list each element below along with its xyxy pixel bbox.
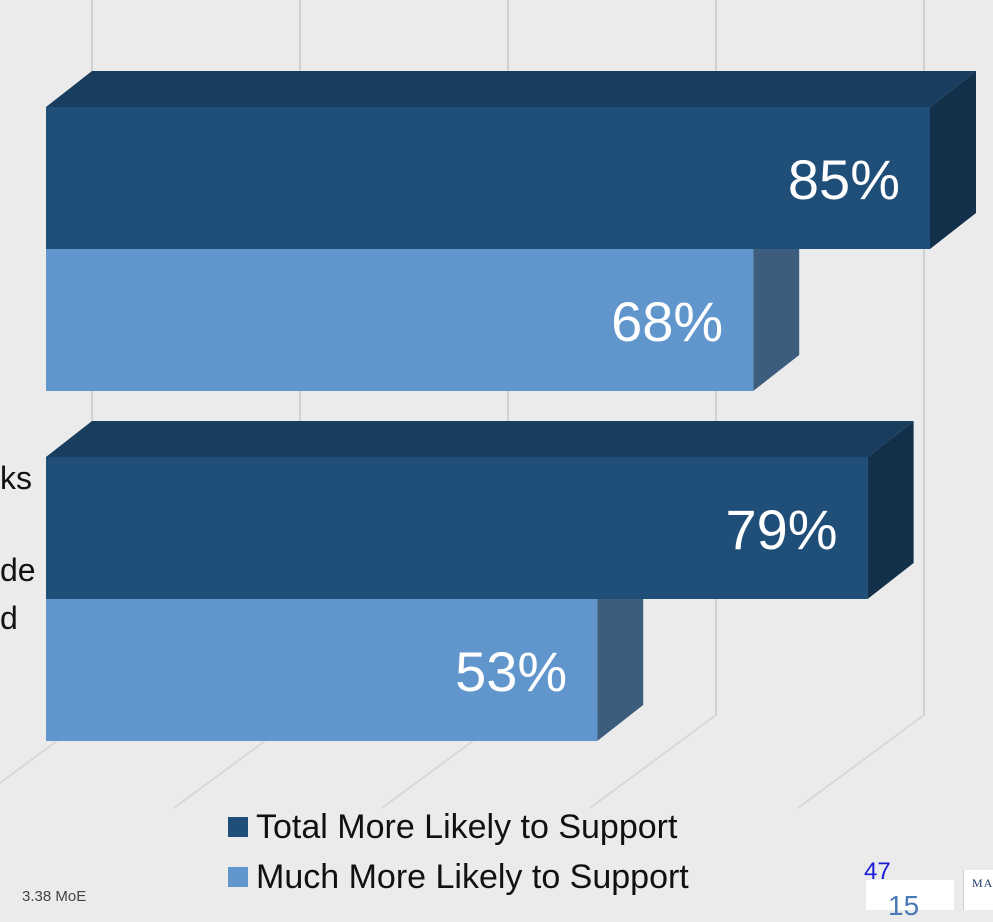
legend-swatch-much bbox=[228, 867, 248, 887]
category-label-fragment: ks bbox=[0, 460, 32, 496]
bar-value-label: 79% bbox=[726, 498, 838, 561]
bar-value-label: 53% bbox=[455, 640, 567, 703]
page-number-box: 15 bbox=[866, 880, 954, 921]
floor-gridline bbox=[589, 714, 717, 809]
bar-chart: 68% 85% 53% 79% bbox=[0, 0, 976, 809]
bar-top-face bbox=[46, 71, 976, 107]
legend-label-much: Much More Likely to Support bbox=[256, 857, 689, 896]
bar-value-label: 68% bbox=[611, 290, 723, 353]
floor-gridline bbox=[797, 714, 925, 809]
bar-side-face bbox=[753, 213, 800, 391]
bar-value-label: 85% bbox=[788, 148, 900, 211]
bar bbox=[46, 599, 598, 741]
bar bbox=[46, 107, 930, 249]
bar-side-face bbox=[597, 563, 644, 741]
logo: MA bbox=[963, 870, 993, 910]
footnote: 3.38 MoE bbox=[22, 888, 87, 905]
bar-side-face bbox=[930, 71, 976, 249]
legend-label-total: Total More Likely to Support bbox=[256, 807, 678, 846]
category-label-fragment: d bbox=[0, 600, 18, 636]
bar bbox=[46, 457, 868, 599]
bar bbox=[46, 249, 754, 391]
legend-item-total: Total More Likely to Support bbox=[228, 802, 689, 852]
legend-item-much: Much More Likely to Support bbox=[228, 852, 689, 902]
chart-legend: Total More Likely to Support Much More L… bbox=[228, 802, 689, 902]
page-number-secondary: 15 bbox=[888, 890, 920, 921]
bar-side-face bbox=[867, 421, 914, 599]
category-label-fragment: de bbox=[0, 552, 36, 588]
legend-swatch-total bbox=[228, 817, 248, 837]
bar-top-face bbox=[46, 421, 914, 457]
logo-text: MA bbox=[972, 876, 993, 890]
